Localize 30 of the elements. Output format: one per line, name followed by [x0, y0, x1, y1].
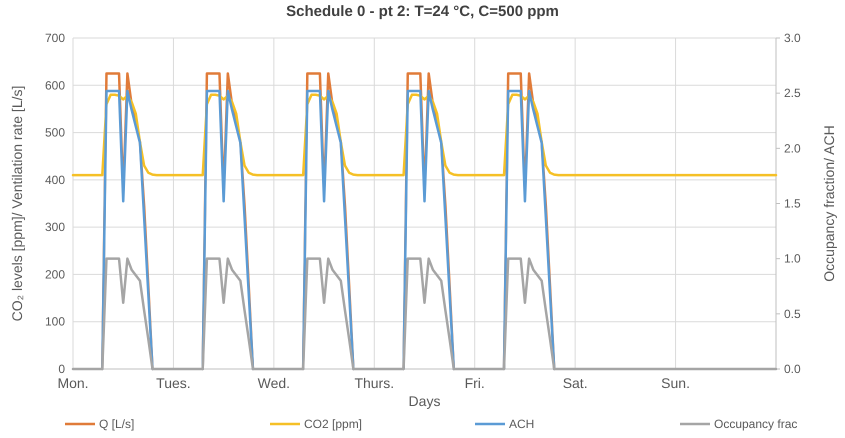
chart-title: Schedule 0 - pt 2: T=24 °C, C=500 ppm: [286, 3, 559, 20]
x-tick-label: Tues.: [156, 375, 191, 391]
legend-label: Q [L/s]: [99, 417, 134, 431]
y2-tick-label: 1.0: [784, 252, 802, 266]
x-tick-label: Thurs.: [354, 375, 394, 391]
legend-label: CO2 [ppm]: [304, 417, 362, 431]
legend-label: Occupancy frac: [714, 417, 798, 431]
y-axis-title: CO₂ levels [ppm]/ Ventilation rate [L/s]: [9, 86, 25, 322]
y-tick-label: 600: [44, 78, 66, 92]
y2-tick-label: 1.5: [784, 196, 802, 210]
y2-tick-label: 3.0: [784, 31, 802, 45]
y2-tick-label: 0.5: [784, 306, 802, 321]
y-tick-label: 200: [44, 267, 66, 282]
y-tick-label: 100: [44, 314, 66, 329]
x-tick-label: Mon.: [57, 375, 89, 391]
y-tick-label: 700: [44, 31, 66, 45]
y2-tick-label: 2.5: [784, 86, 802, 100]
y-tick-label: 500: [44, 126, 66, 140]
y2-tick-label: 0.0: [784, 362, 802, 376]
legend-label: ACH: [509, 417, 534, 431]
x-tick-label: Wed.: [258, 375, 290, 391]
y2-tick-label: 2.0: [784, 141, 802, 156]
y-tick-label: 0: [58, 362, 66, 376]
y-tick-label: 300: [44, 220, 66, 234]
x-tick-label: Fri.: [464, 375, 485, 391]
y-tick-label: 400: [44, 172, 66, 187]
x-tick-label: Sun.: [661, 375, 690, 391]
x-tick-label: Sat.: [562, 375, 588, 391]
x-axis-title: Days: [408, 393, 440, 409]
y2-axis-title: Occupancy fraction/ ACH: [821, 125, 837, 282]
